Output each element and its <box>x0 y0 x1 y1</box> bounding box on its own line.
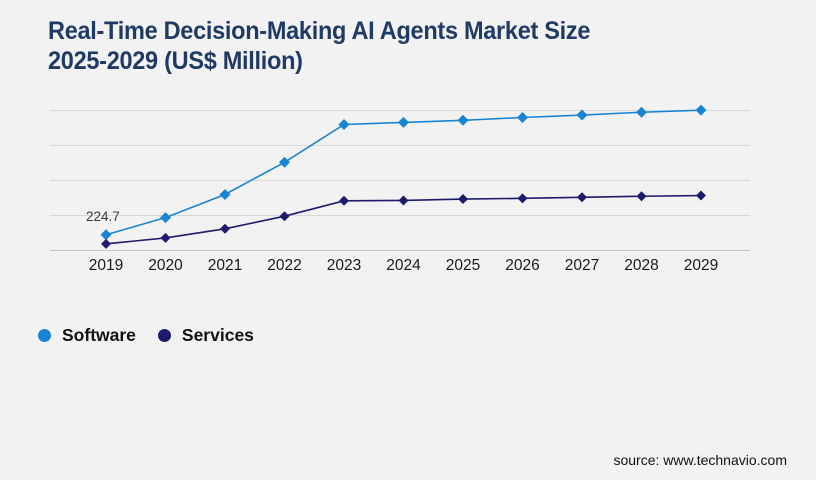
software-point-2019 <box>100 229 112 241</box>
x-axis-label-2019: 2019 <box>88 257 124 274</box>
chart-title-line2: 2025-2029 (US$ Million) <box>48 47 303 75</box>
data-label-2019-software: 224.7 <box>86 209 120 224</box>
software-point-2023 <box>338 119 350 130</box>
software-point-2028 <box>636 106 647 118</box>
software-point-2022 <box>279 156 290 168</box>
software-point-2021 <box>219 189 231 200</box>
x-axis-label-2024: 2024 <box>386 257 421 274</box>
services-point-2021 <box>220 223 230 234</box>
chart-title-line1: Real-Time Decision-Making AI Agents Mark… <box>48 17 591 45</box>
software-point-2024 <box>398 116 409 128</box>
services-point-2025 <box>458 194 468 205</box>
services-point-2023 <box>339 195 349 206</box>
x-axis-label-2027: 2027 <box>564 257 600 274</box>
services-legend-dot-icon <box>157 328 171 342</box>
x-axis-label-2026: 2026 <box>505 257 540 274</box>
legend-item-software[interactable]: Software <box>38 325 136 346</box>
chart-title: Real-Time Decision-Making AI Agents Mark… <box>48 16 590 76</box>
legend-label-services: Services <box>181 324 254 345</box>
services-point-2026 <box>517 193 528 204</box>
software-point-2020 <box>160 212 171 224</box>
services-point-2024 <box>398 195 409 206</box>
legend-label-software: Software <box>62 324 136 345</box>
x-axis-labels: 2019 2020 2021 2022 2023 2024 2025 2026 2027 2028… <box>0 257 816 275</box>
x-axis-label-2022: 2022 <box>267 257 302 274</box>
x-axis-label-2020: 2020 <box>148 257 183 274</box>
services-point-2028 <box>636 191 647 202</box>
software-point-2029 <box>695 104 707 116</box>
software-point-2027 <box>576 109 588 121</box>
services-point-2019 <box>101 238 111 249</box>
x-axis-label-2023: 2023 <box>326 257 362 274</box>
services-point-2029 <box>696 190 706 201</box>
x-axis-label-2025: 2025 <box>445 257 481 274</box>
x-axis-label-2028: 2028 <box>624 257 659 274</box>
services-point-2022 <box>279 211 290 222</box>
software-legend-dot-icon <box>38 328 51 342</box>
source-text: source: www.technavio.com <box>613 452 787 468</box>
legend-item-services[interactable]: Services <box>157 324 254 346</box>
legend: Software Services <box>38 324 254 346</box>
software-series-line <box>105 109 702 236</box>
software-point-2026 <box>517 112 528 123</box>
software-point-2025 <box>457 114 469 126</box>
services-point-2020 <box>160 232 171 243</box>
x-axis-label-2021: 2021 <box>207 257 243 274</box>
x-axis-label-2029: 2029 <box>683 257 719 274</box>
services-point-2027 <box>577 192 587 203</box>
